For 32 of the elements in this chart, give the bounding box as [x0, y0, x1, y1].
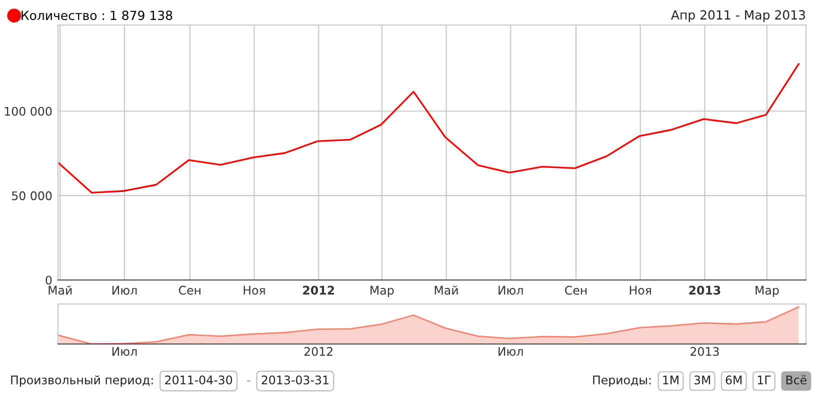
text: Всё: [786, 375, 806, 384]
x-tick-label: Июл: [112, 286, 137, 295]
x-tick-label: Ноя: [244, 286, 265, 295]
line-series: [58, 63, 800, 194]
text: 2011-04-30: [165, 375, 232, 384]
x-tick-label: Июл: [498, 347, 523, 356]
y-tick-label: 50 000: [12, 191, 52, 200]
text: 1М: [663, 376, 678, 384]
x-tick-label: Июл: [498, 286, 523, 295]
x-tick-label: Май: [48, 286, 72, 295]
x-tick-label: 2013: [690, 346, 719, 356]
x-tick-label: Июл: [112, 347, 137, 356]
text: Произвольный период:: [11, 375, 153, 387]
text: Периоды:: [593, 376, 651, 387]
x-tick-label: 2013: [689, 286, 720, 295]
y-tick-label: 100 000: [4, 106, 52, 116]
text: -: [247, 380, 250, 382]
x-tick-label: Сен: [178, 286, 200, 295]
x-tick-label: Мар: [756, 286, 779, 297]
legend-label: Количество : 1 879 138: [22, 10, 172, 20]
text: 1Г: [758, 376, 771, 384]
x-tick-label: Май: [434, 286, 458, 295]
text: 3М: [694, 375, 710, 384]
x-tick-label: Ноя: [630, 286, 651, 295]
text: 2013-03-31: [262, 375, 328, 384]
x-tick-label: Сен: [565, 286, 587, 295]
x-tick-label: 2012: [303, 286, 334, 295]
y-tick-label: 0: [46, 276, 52, 285]
chart-title: Апр 2011 - Мар 2013: [671, 10, 805, 22]
text: 6М: [726, 375, 742, 384]
x-tick-label: 2012: [304, 346, 332, 356]
x-tick-label: Мар: [370, 286, 394, 297]
